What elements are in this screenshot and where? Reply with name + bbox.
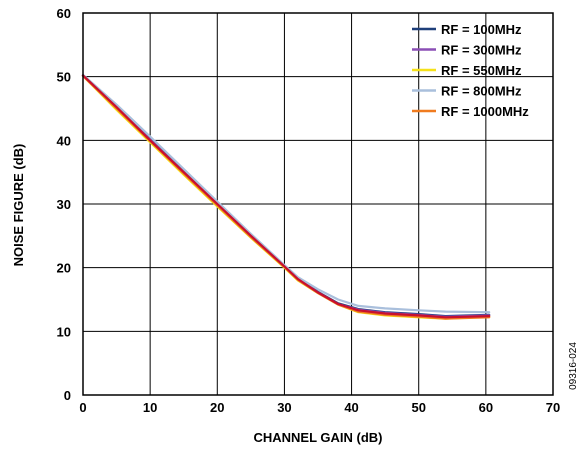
y-tick-label: 50 <box>57 70 71 85</box>
series-line <box>81 73 491 314</box>
x-tick-label: 20 <box>210 400 224 415</box>
figure-id: 09316-024 <box>568 342 579 390</box>
x-axis-title: CHANNEL GAIN (dB) <box>253 430 382 445</box>
x-tick-label: 0 <box>79 400 86 415</box>
x-tick-label: 50 <box>411 400 425 415</box>
grid-layer <box>83 13 553 395</box>
y-tick-label: 0 <box>64 388 71 403</box>
legend-label: RF = 300MHz <box>441 43 522 58</box>
frame-layer <box>82 12 554 396</box>
y-axis-title: NOISE FIGURE (dB) <box>11 144 26 267</box>
series-line <box>81 74 491 320</box>
plot-frame <box>82 12 554 396</box>
x-tick-label: 40 <box>344 400 358 415</box>
x-tick-label: 10 <box>143 400 157 415</box>
y-tick-label: 60 <box>57 6 71 21</box>
y-tick-label: 20 <box>57 261 71 276</box>
y-tick-label: 30 <box>57 197 71 212</box>
x-tick-label: 70 <box>546 400 560 415</box>
legend-label: RF = 1000MHz <box>441 104 529 119</box>
x-tick-label: 30 <box>277 400 291 415</box>
y-tick-label: 10 <box>57 324 71 339</box>
legend: RF = 100MHz RF = 300MHz RF = 550MHz RF = 80… <box>412 22 529 119</box>
series-line <box>81 74 491 320</box>
x-tick-label: 60 <box>479 400 493 415</box>
series-line <box>81 74 491 319</box>
tick-labels: 0 10 20 30 40 50 60 70 0 10 20 30 40 50 60 <box>57 6 561 415</box>
legend-label: RF = 100MHz <box>441 22 522 37</box>
y-tick-label: 40 <box>57 133 71 148</box>
series-layer <box>81 73 491 320</box>
legend-label: RF = 550MHz <box>441 63 522 78</box>
legend-label: RF = 800MHz <box>441 84 522 99</box>
